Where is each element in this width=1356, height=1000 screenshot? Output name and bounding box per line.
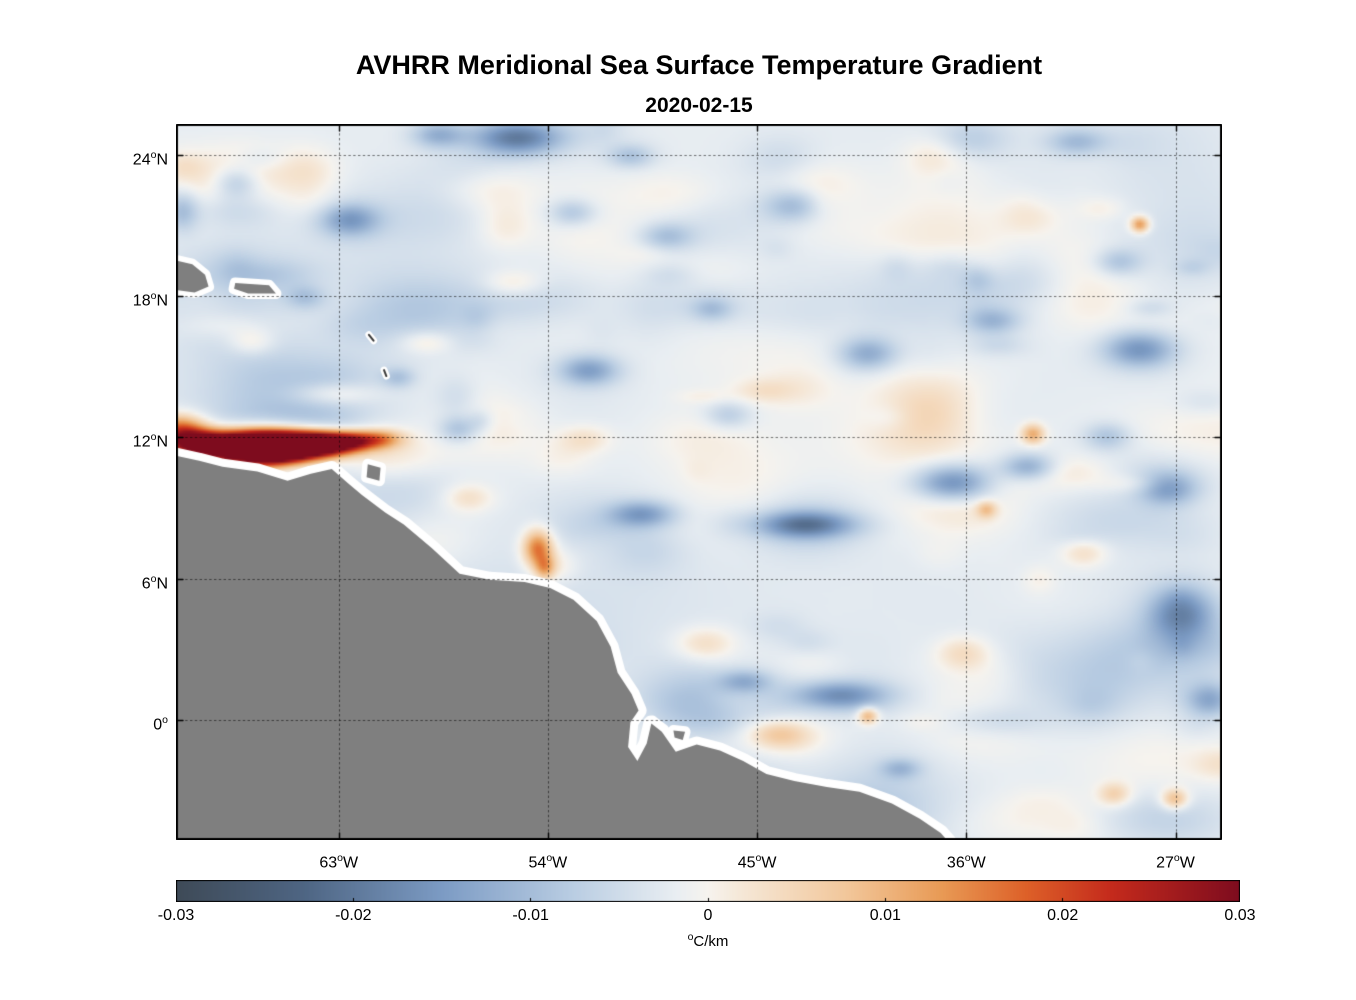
degree-sign: o bbox=[1173, 852, 1180, 864]
degree-sign: o bbox=[150, 289, 157, 302]
colorbar-tick-label: -0.03 bbox=[157, 907, 195, 924]
colorbar-tick-label: 0.03 bbox=[1224, 907, 1256, 924]
y-tick-label: 18oN bbox=[132, 289, 168, 310]
plot-area bbox=[176, 124, 1222, 840]
degree-sign: o bbox=[546, 852, 553, 864]
x-tick-label: 27oW bbox=[1156, 852, 1195, 872]
y-tick-label: 0o bbox=[153, 713, 168, 734]
degree-sign: o bbox=[150, 148, 157, 161]
y-tick-label: 6oN bbox=[141, 572, 168, 592]
x-tick-label: 54oW bbox=[528, 852, 568, 872]
y-tick-label: 24oN bbox=[132, 148, 168, 168]
x-tick-label: 63oW bbox=[319, 852, 359, 872]
colorbar-tick-label: -0.01 bbox=[512, 907, 549, 924]
sst-gradient-map-canvas bbox=[176, 124, 1222, 840]
colorbar-tick-label: 0.01 bbox=[869, 907, 901, 924]
colorbar-tick-label: 0.02 bbox=[1047, 907, 1079, 924]
degree-sign: o bbox=[687, 931, 694, 943]
chart-date: 2020-02-15 bbox=[645, 94, 753, 117]
chart-title: AVHRR Meridional Sea Surface Temperature… bbox=[355, 50, 1043, 80]
colorbar-tick-label: 0 bbox=[703, 907, 713, 924]
x-tick-label: 45oW bbox=[737, 852, 777, 872]
colorbar-tick-label: -0.02 bbox=[335, 907, 372, 924]
degree-sign: o bbox=[162, 713, 168, 726]
degree-sign: o bbox=[337, 852, 343, 864]
x-tick-label: 36oW bbox=[946, 852, 986, 872]
colorbar bbox=[176, 880, 1240, 902]
colorbar-unit-label: oC/km bbox=[687, 931, 729, 950]
degree-sign: o bbox=[964, 852, 971, 864]
degree-sign: o bbox=[150, 431, 157, 444]
degree-sign: o bbox=[150, 572, 157, 585]
y-tick-label: 12oN bbox=[132, 431, 168, 451]
degree-sign: o bbox=[755, 852, 762, 864]
